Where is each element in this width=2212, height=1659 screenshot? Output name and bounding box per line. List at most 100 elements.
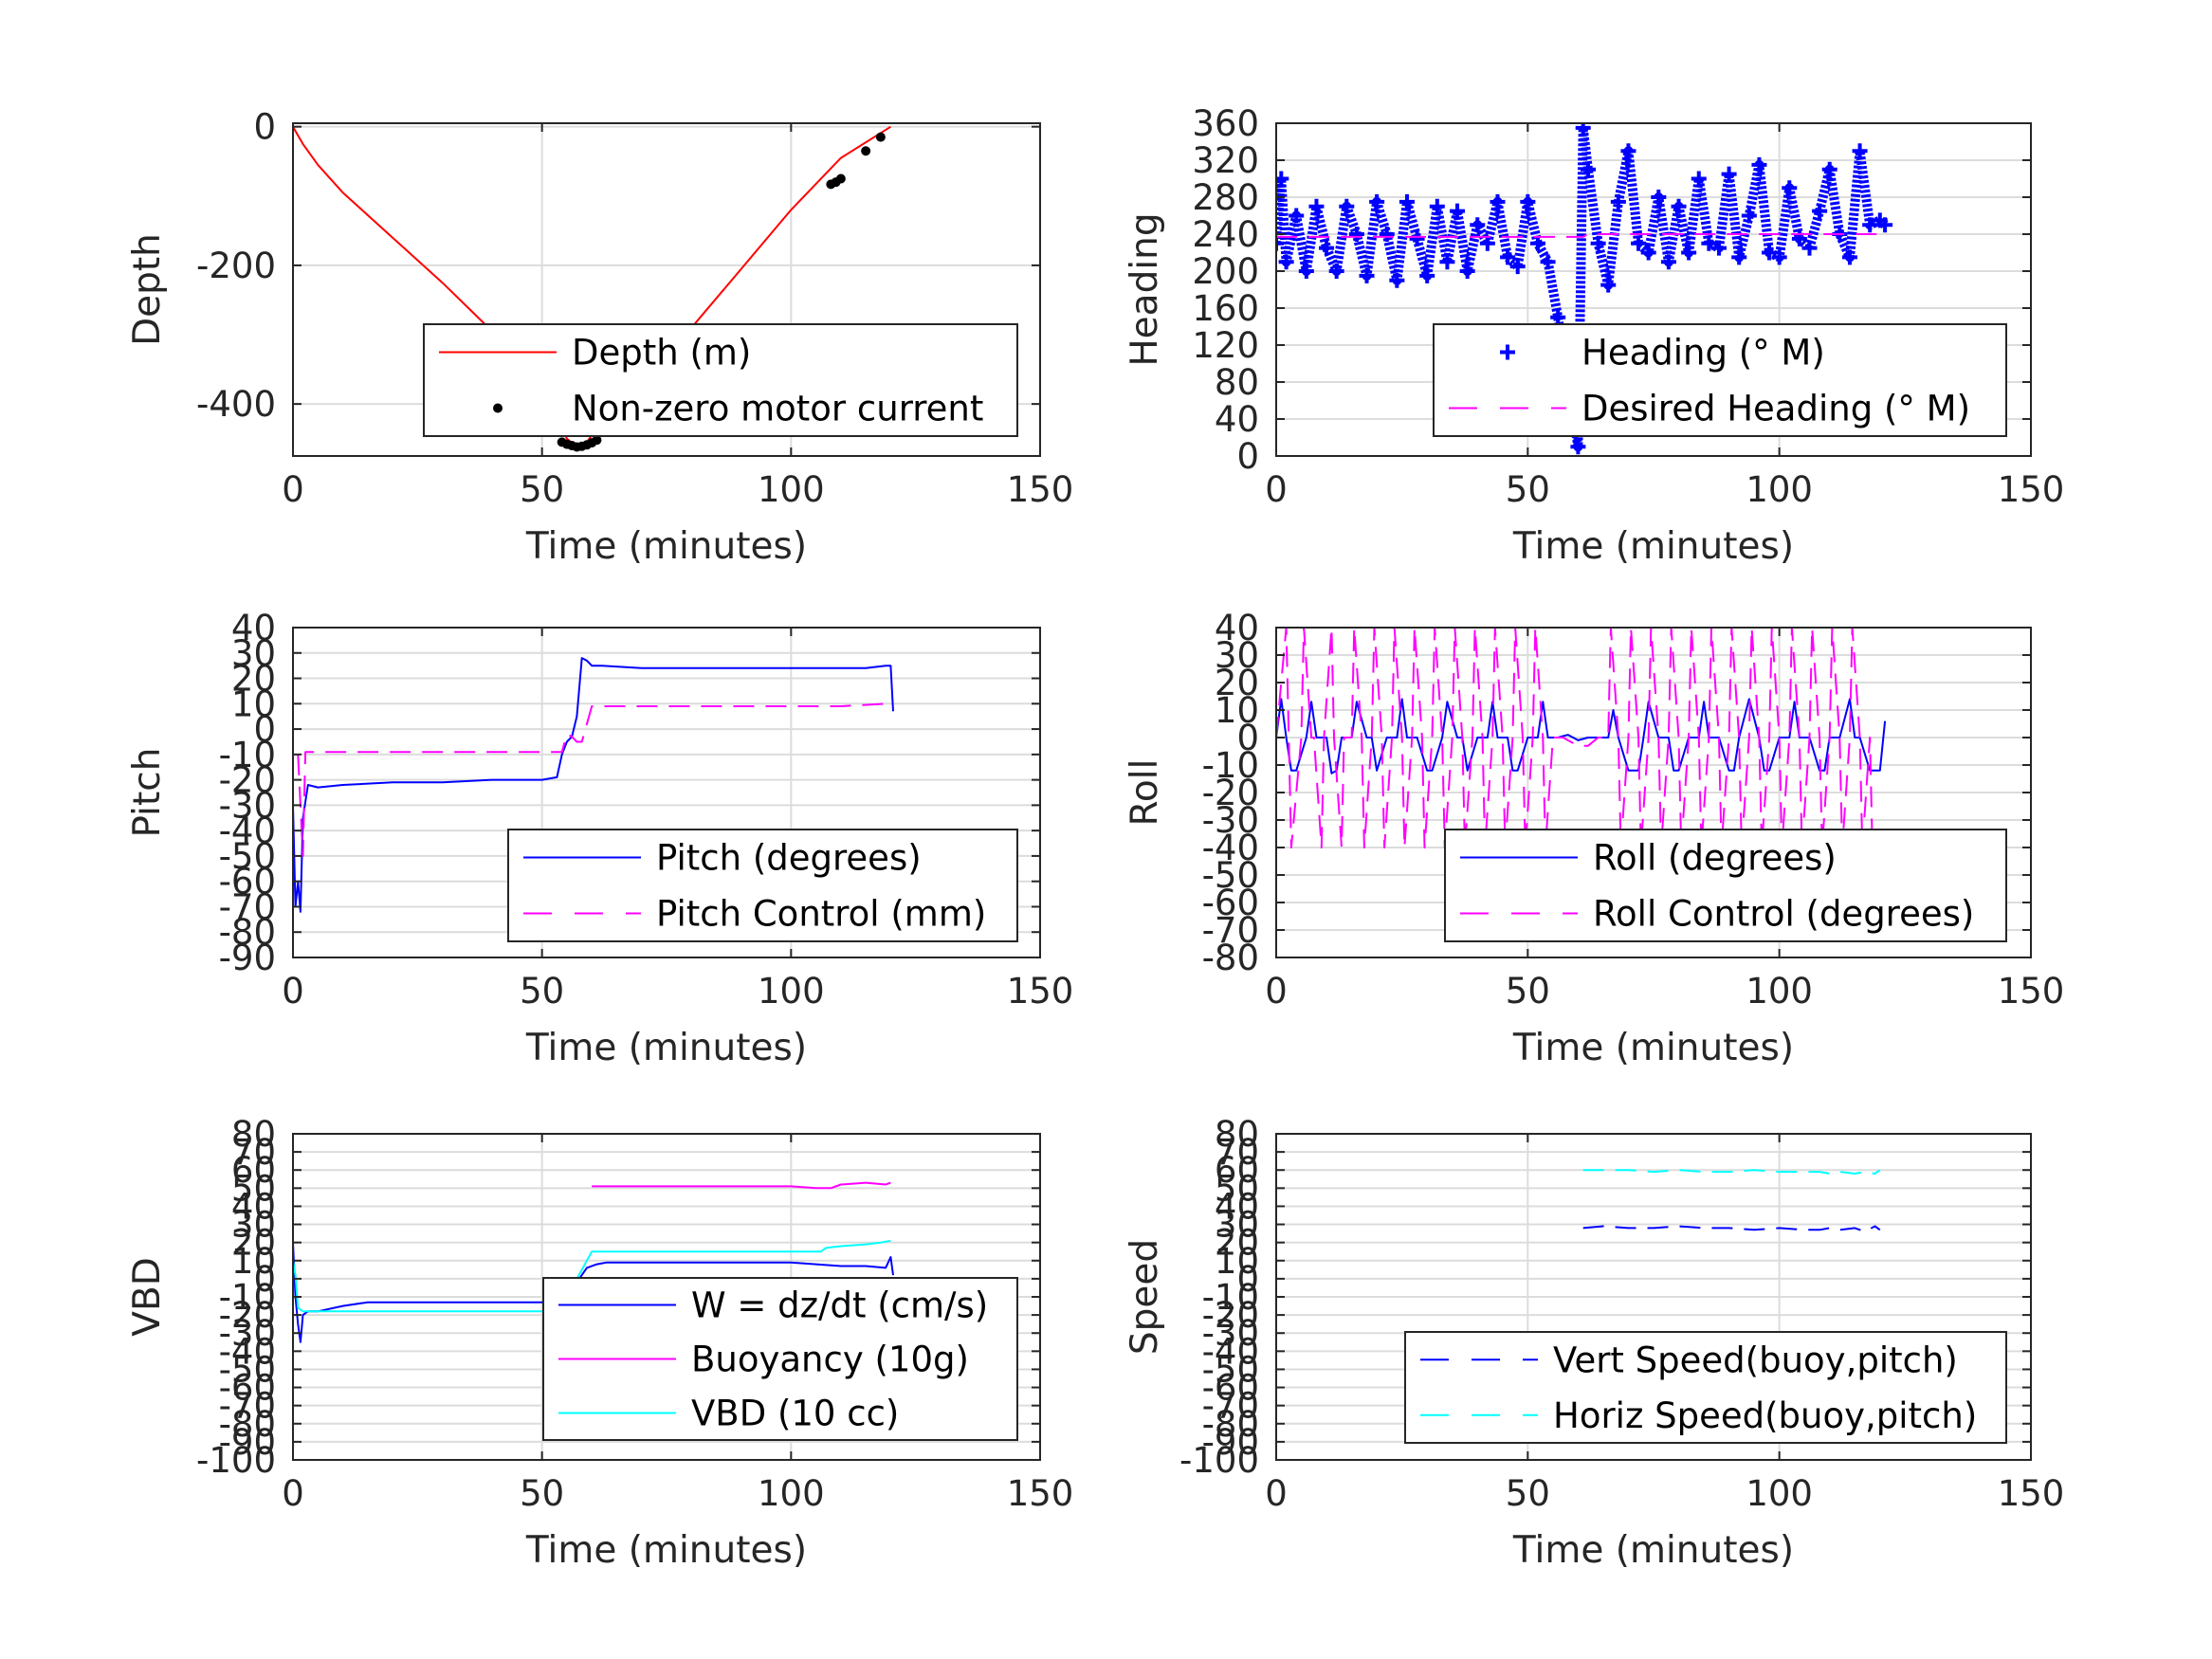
- series-non-zero-motor-current-point: [875, 132, 886, 142]
- series-heading-m-point: [1877, 217, 1893, 233]
- x-tick-label: 50: [1506, 971, 1550, 1012]
- series-heading-m-point: [1640, 245, 1656, 261]
- series-heading-m-point: [1459, 264, 1475, 279]
- series-heading-m-point: [1540, 254, 1556, 270]
- y-tick-label: -30: [219, 785, 276, 826]
- series-heading-m-point: [1328, 264, 1344, 279]
- legend-label: Roll (degrees): [1593, 838, 1837, 879]
- y-tick-label: 320: [1192, 140, 1259, 181]
- y-tick-label: -10: [1202, 1277, 1259, 1318]
- series-heading-m-point: [1550, 309, 1566, 325]
- x-tick-label: 100: [1746, 469, 1813, 510]
- series-heading-m-point: [1600, 277, 1617, 293]
- y-axis-label: Depth: [126, 233, 169, 346]
- series-desired-heading-m-line: [1276, 233, 1886, 238]
- legend-box: [1433, 323, 2007, 437]
- legend-label: VBD (10 cc): [691, 1394, 899, 1434]
- series-heading-m-point: [1782, 180, 1798, 196]
- series-heading-m-point: [1771, 249, 1787, 265]
- y-tick-label: 0: [1236, 718, 1259, 758]
- y-tick-label: 80: [1215, 1114, 1259, 1155]
- y-tick-label: -40: [219, 1331, 276, 1372]
- x-tick-label: 50: [1506, 1473, 1550, 1514]
- legend-label: Depth (m): [572, 333, 751, 374]
- series-heading-m-point: [1620, 143, 1636, 159]
- chart-panel-3: 0 50 100 150-90-80-70-60-50-40-30-20-100102…: [126, 608, 1073, 1069]
- series-heading-m-point: [1671, 198, 1687, 214]
- y-tick-label: -20: [1202, 773, 1259, 813]
- y-tick-label: -90: [1202, 1422, 1259, 1463]
- y-tick-label: 70: [231, 1132, 276, 1173]
- x-tick-label: 50: [520, 971, 564, 1012]
- y-tick-label: 30: [231, 1205, 276, 1246]
- legend-label: Pitch (degrees): [656, 838, 922, 879]
- y-tick-label: -10: [1202, 745, 1259, 786]
- chart-panel-1: 0 50 100 150 -400 -200 0 Time (minutes) Depth Dep…: [126, 107, 1073, 568]
- legend: Depth (m) Non-zero motor current: [423, 323, 1018, 437]
- legend-marker: [493, 403, 503, 413]
- series-heading-m-point: [1319, 240, 1335, 256]
- series-heading-m-point: [1276, 171, 1289, 187]
- x-tick-label: 0: [282, 1473, 304, 1514]
- x-tick-label: 0: [282, 469, 304, 510]
- series-heading-m-point: [1500, 249, 1516, 265]
- x-axis-label: Time (minutes): [1512, 1027, 1794, 1069]
- series-heading-m-point: [1691, 171, 1707, 187]
- y-tick-label: -100: [196, 1440, 276, 1481]
- y-tick-label: -70: [219, 1386, 276, 1427]
- y-axis-label: Roll: [1124, 759, 1166, 827]
- x-axis-label: Time (minutes): [1512, 525, 1794, 568]
- axes-box: [292, 627, 1041, 958]
- series-heading-m-point: [1570, 439, 1586, 455]
- legend-label: Heading (° M): [1581, 333, 1825, 374]
- y-tick-label: 50: [1215, 1168, 1259, 1209]
- y-tick-label: -60: [1202, 1368, 1259, 1409]
- y-tick-label: -20: [1202, 1295, 1259, 1336]
- legend: Heading (° M) Desired Heading (° M): [1433, 323, 2007, 437]
- y-tick-label: 360: [1192, 103, 1259, 144]
- y-tick-label: -90: [219, 938, 276, 978]
- y-tick-label: -70: [1202, 910, 1259, 951]
- y-tick-label: 160: [1192, 288, 1259, 329]
- series-heading-m-point: [1278, 254, 1294, 270]
- legend-marker: [1500, 344, 1515, 360]
- series-group: [1276, 123, 1893, 455]
- series-heading-m-point: [1741, 208, 1757, 224]
- y-tick-label: 60: [1215, 1150, 1259, 1191]
- y-tick-label: -80: [219, 1404, 276, 1445]
- x-tick-label: 150: [1007, 1473, 1074, 1514]
- x-tick-label: 0: [282, 971, 304, 1012]
- legend-label: Roll Control (degrees): [1593, 894, 1974, 935]
- series-pitch-control-mm-line: [297, 702, 887, 857]
- y-tick-label: -80: [219, 912, 276, 953]
- y-tick-label: -30: [219, 1313, 276, 1354]
- series-heading-m-point: [1509, 259, 1526, 275]
- series-heading-m-point: [1710, 240, 1727, 256]
- legend-label: Buoyancy (10g): [691, 1340, 969, 1380]
- y-tick-label: 0: [253, 709, 276, 750]
- series-heading-m-point: [1841, 249, 1857, 265]
- series-heading-m-point: [1439, 254, 1455, 270]
- y-axis-label: VBD: [126, 1257, 169, 1336]
- x-tick-label: 150: [1007, 971, 1074, 1012]
- x-tick-label: 100: [1746, 1473, 1813, 1514]
- legend-label: Pitch Control (mm): [656, 894, 986, 935]
- series-heading-m-point: [1862, 217, 1878, 233]
- x-axis-label: Time (minutes): [525, 1027, 807, 1069]
- y-tick-label: 80: [1215, 362, 1259, 403]
- y-tick-label: 30: [1215, 1205, 1259, 1246]
- y-tick-label: -50: [219, 1349, 276, 1390]
- x-tick-label: 100: [758, 469, 825, 510]
- series-heading-m-point: [1529, 235, 1545, 251]
- series-heading-m-point: [1276, 235, 1284, 251]
- series-heading-m-point: [1419, 267, 1435, 283]
- series-heading-m-point: [1450, 203, 1466, 219]
- x-tick-label: 50: [520, 1473, 564, 1514]
- x-axis-label: Time (minutes): [1512, 1529, 1794, 1572]
- legend-label: Non-zero motor current: [572, 389, 983, 429]
- y-tick-label: 120: [1192, 325, 1259, 366]
- series-buoyancy-10g-line: [592, 1181, 891, 1190]
- x-axis-label: Time (minutes): [525, 1529, 807, 1572]
- y-tick-label: 20: [1215, 663, 1259, 703]
- series-roll-degrees-line: [1276, 698, 1887, 775]
